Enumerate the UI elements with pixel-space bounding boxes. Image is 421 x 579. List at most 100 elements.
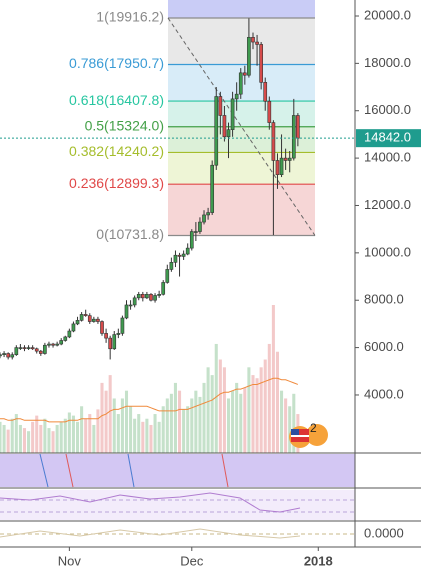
volume-bar	[275, 351, 280, 453]
x-tick-label: Nov	[58, 553, 82, 568]
oscillator-line	[0, 528, 301, 539]
volume-bar	[235, 382, 239, 453]
y-tick-label: 18000.0	[364, 55, 411, 70]
volume-bar	[190, 398, 194, 453]
volume-bar	[222, 367, 226, 453]
fib-label: 0.5(15324.0)	[85, 117, 164, 133]
candle-body	[149, 294, 153, 301]
y-tick-label: 20000.0	[364, 7, 411, 22]
candle-body	[116, 333, 121, 335]
volume-bar	[35, 415, 39, 453]
candle-body	[22, 347, 27, 349]
fib-label: 0.786(17950.7)	[69, 55, 164, 71]
volume-bar	[75, 421, 80, 453]
volume-bar	[71, 415, 75, 453]
volume-bar	[88, 414, 92, 453]
candle-body	[161, 282, 166, 295]
fib-label: 0.618(16407.8)	[69, 92, 164, 108]
volume-bar	[39, 424, 43, 453]
flag-badge[interactable]: 2	[289, 421, 328, 448]
candle-body	[259, 44, 263, 83]
indicator-panels: 0.0000	[0, 0, 421, 548]
candle-body	[96, 318, 100, 322]
volume-bar	[120, 398, 124, 453]
volume-layer	[0, 305, 300, 453]
volume-bar	[178, 390, 182, 453]
badge-circle	[306, 424, 328, 446]
volume-bar	[210, 375, 214, 453]
candle-body	[206, 212, 210, 216]
candle-body	[189, 231, 194, 249]
candle-body	[63, 336, 68, 341]
volume-bar	[292, 393, 296, 453]
indicator-line	[221, 453, 229, 488]
candle-body	[296, 115, 300, 139]
volume-bar	[112, 398, 116, 453]
volume-bar	[100, 382, 104, 453]
candle-body	[157, 294, 161, 296]
volume-bar	[243, 387, 247, 453]
candle-body	[2, 353, 6, 356]
candle-body	[132, 297, 137, 306]
volume-bar	[0, 421, 2, 453]
candle-body	[263, 82, 268, 102]
volume-bar	[133, 418, 137, 453]
volume-bar	[214, 343, 218, 453]
fib-label: 0.236(12899.3)	[69, 175, 164, 191]
volume-bar	[202, 382, 206, 453]
candle-body	[0, 354, 2, 357]
candle-body	[87, 315, 92, 322]
candle-body	[242, 72, 247, 76]
y-tick-label: 8000.0	[364, 292, 404, 307]
candle-body	[14, 347, 19, 356]
candle-body	[230, 98, 235, 130]
candle-body	[198, 221, 202, 232]
x-tick-label: 2018	[304, 553, 333, 568]
candle-body	[247, 37, 251, 76]
fib-band	[168, 184, 315, 236]
candle-body	[108, 337, 113, 350]
volume-bar	[116, 414, 120, 453]
volume-bar	[182, 409, 186, 453]
indicator-axis-label: 0.0000	[364, 525, 404, 540]
candle-body	[255, 41, 259, 45]
volume-bar	[67, 412, 71, 453]
volume-bar	[263, 359, 267, 453]
fib-trend-line	[167, 17, 316, 236]
candle-body	[279, 157, 284, 175]
volume-bar	[51, 431, 55, 453]
candle-body	[75, 320, 80, 325]
volume-bar	[288, 406, 292, 453]
volume-bar	[6, 429, 10, 453]
candle-body	[38, 350, 43, 354]
volume-bar	[157, 421, 161, 453]
candle-body	[43, 344, 47, 354]
candle-body	[112, 334, 117, 350]
volume-bar	[55, 424, 59, 453]
y-tick-label: 4000.0	[364, 386, 404, 401]
candle-body	[218, 96, 223, 116]
candle-body	[283, 157, 288, 161]
candle-body	[18, 347, 23, 349]
volume-ma	[0, 377, 299, 423]
volume-bar	[92, 424, 96, 453]
fib-band	[168, 101, 315, 127]
candle-body	[173, 254, 178, 263]
candle-body	[185, 247, 190, 255]
volume-bar	[284, 398, 288, 453]
candle-body	[136, 294, 141, 299]
volume-bar	[10, 418, 14, 453]
candle-body	[140, 294, 145, 299]
volume-bar	[149, 424, 153, 453]
y-tick-label: 10000.0	[364, 244, 411, 259]
candle-body	[120, 317, 125, 334]
volume-bar	[2, 424, 6, 453]
candle-body	[104, 333, 108, 339]
candle-body	[51, 343, 55, 346]
candle-body	[291, 115, 296, 159]
flag-icon	[291, 435, 309, 437]
candle-body	[128, 304, 133, 307]
fib-label: 0.382(14240.2)	[69, 143, 164, 159]
candle-body	[145, 294, 149, 299]
